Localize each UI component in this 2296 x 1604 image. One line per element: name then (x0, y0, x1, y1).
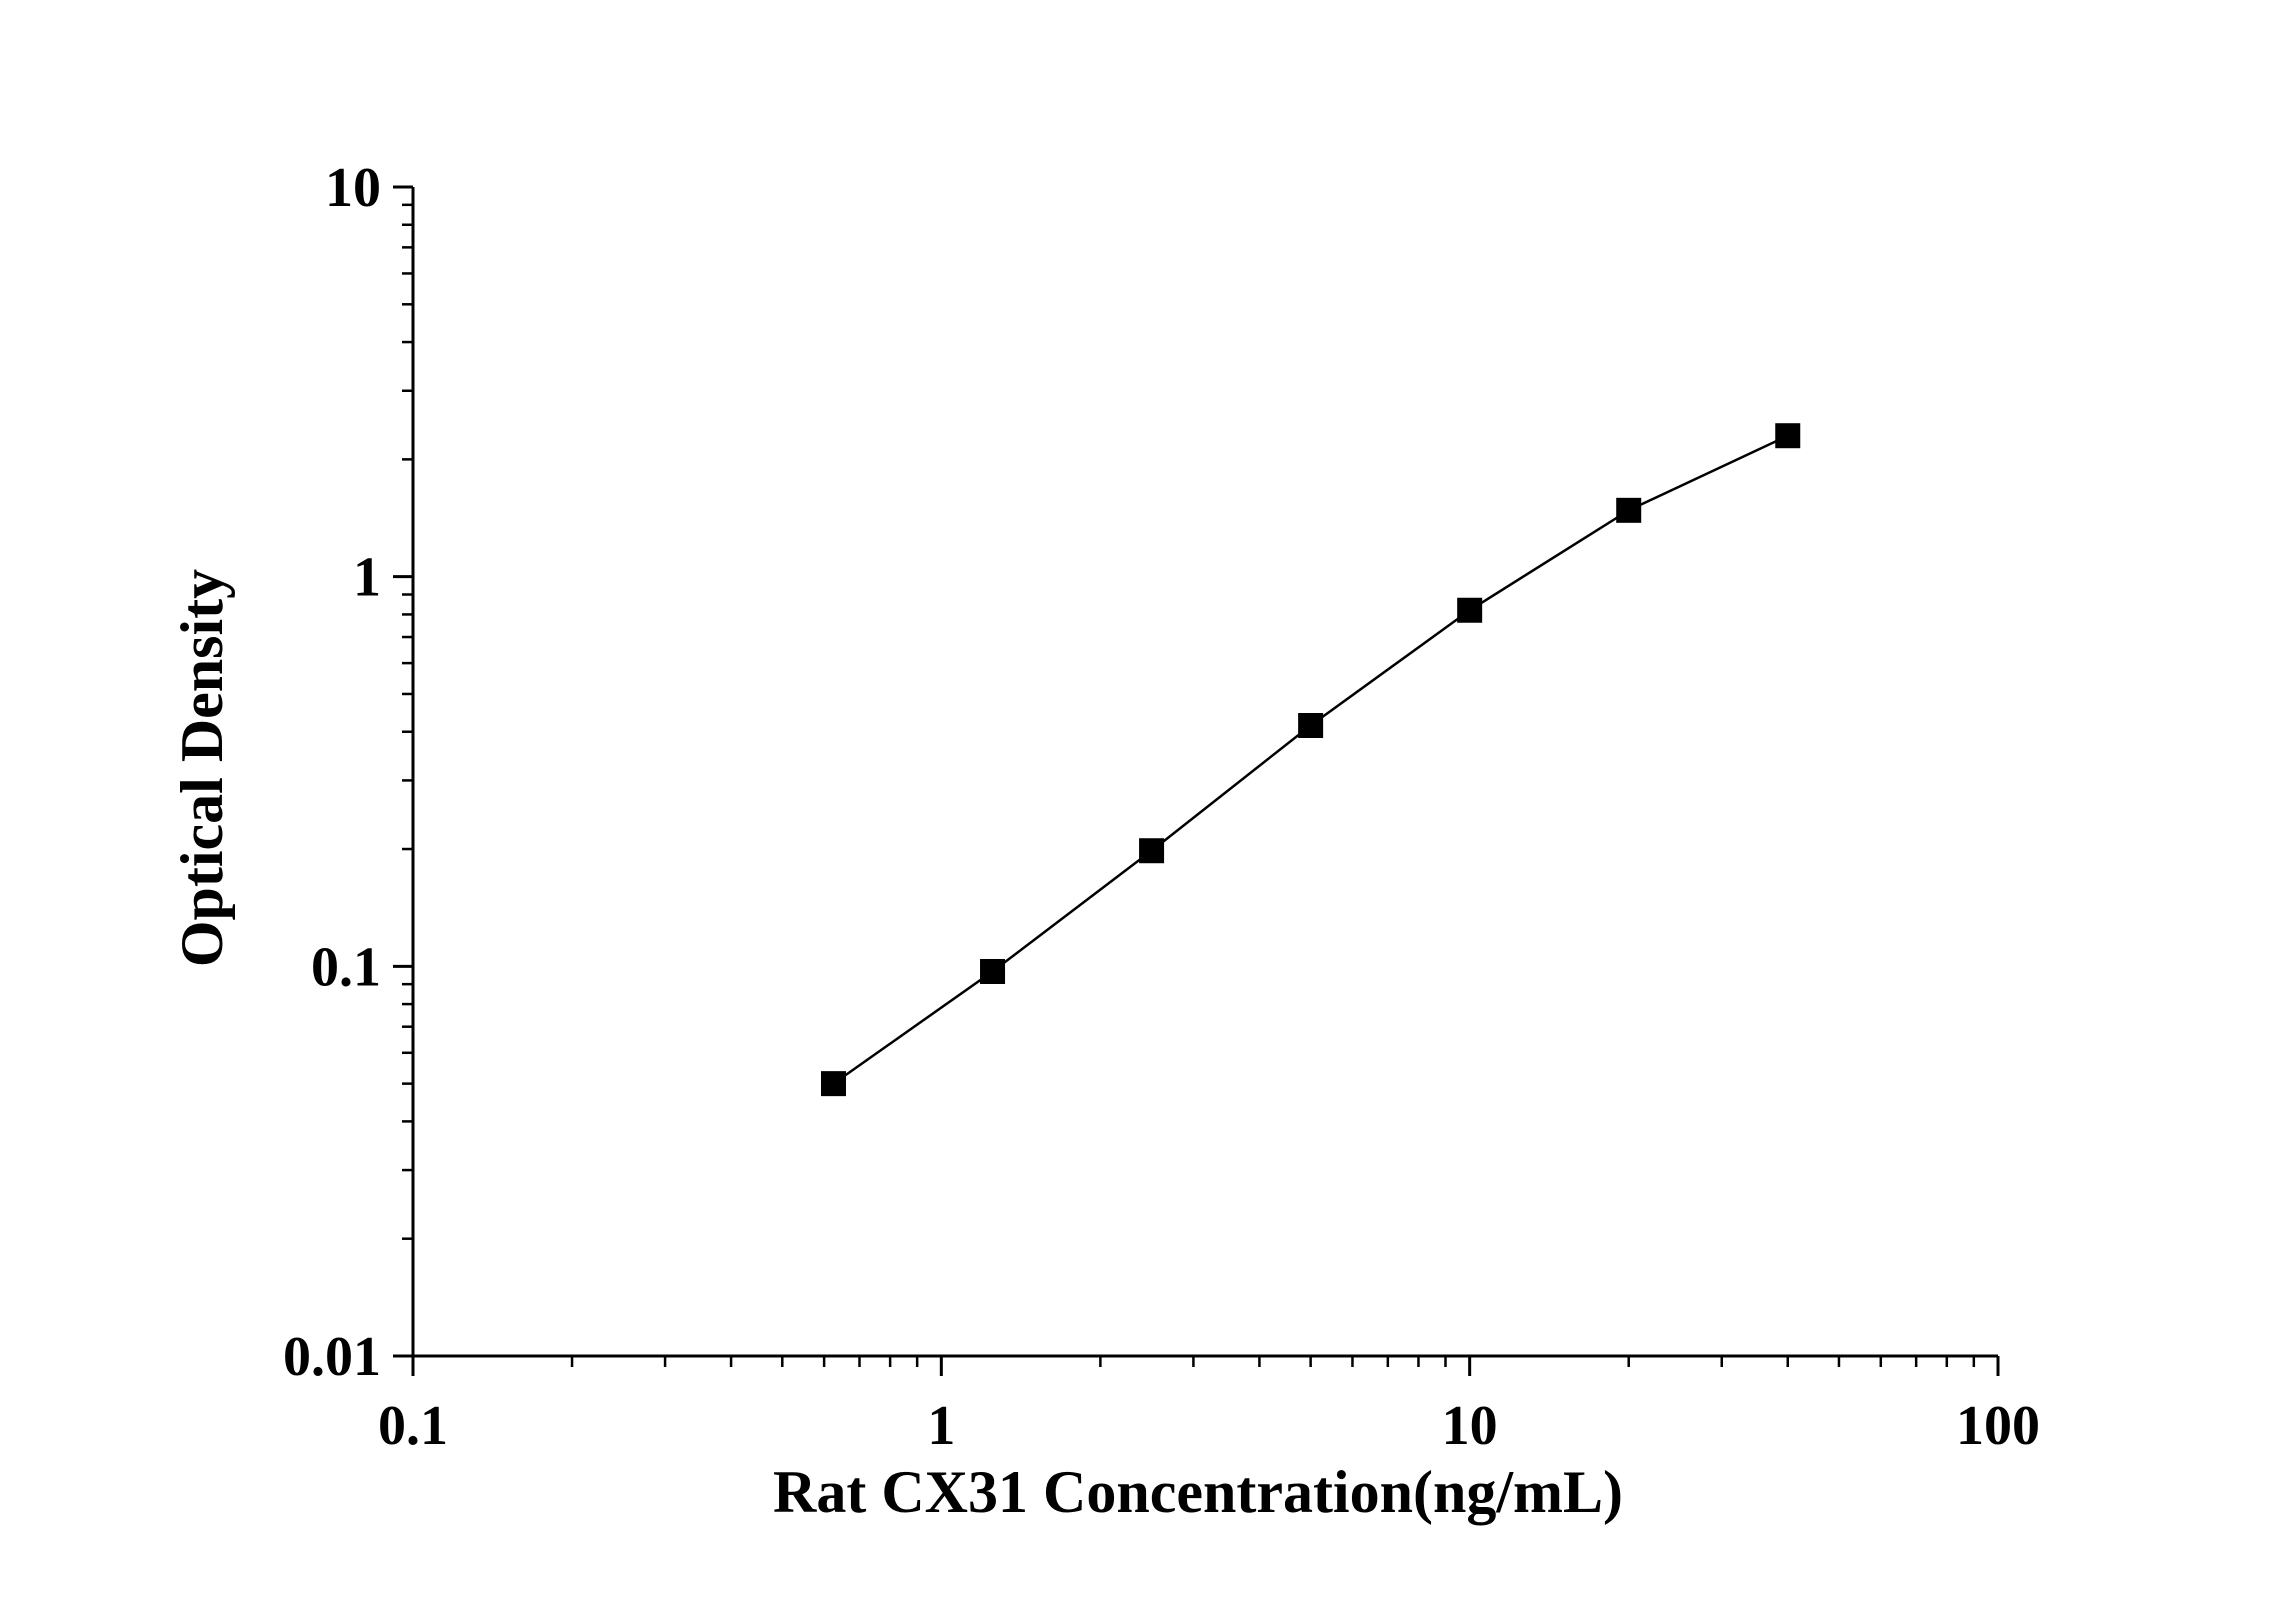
series-line (832, 434, 1789, 1085)
data-point (1457, 597, 1483, 623)
x-tick-label: 0.1 (378, 1395, 448, 1457)
x-tick-label: 1 (927, 1395, 955, 1457)
series (820, 423, 1801, 1097)
axes (411, 187, 1998, 1358)
y-tick-label: 0.01 (283, 1326, 381, 1388)
y-tick-label: 0.1 (311, 936, 381, 998)
y-axis-title: Optical Density (169, 569, 235, 967)
data-point (1775, 423, 1801, 449)
data-point (1616, 497, 1642, 523)
y-tick-label: 10 (325, 157, 381, 219)
ticks (393, 185, 2000, 1376)
x-tick-label: 100 (1956, 1395, 2040, 1457)
x-axis-title: Rat CX31 Concentration(ng/mL) (773, 1459, 1623, 1525)
data-point (1139, 838, 1165, 864)
data-point (980, 958, 1006, 984)
tick-labels: 0.1 1 10 100 0.01 0.1 1 10 (283, 157, 2040, 1457)
y-tick-label: 1 (353, 547, 381, 609)
data-point (1298, 713, 1324, 739)
x-tick-label: 10 (1442, 1395, 1498, 1457)
data-point (820, 1071, 846, 1097)
